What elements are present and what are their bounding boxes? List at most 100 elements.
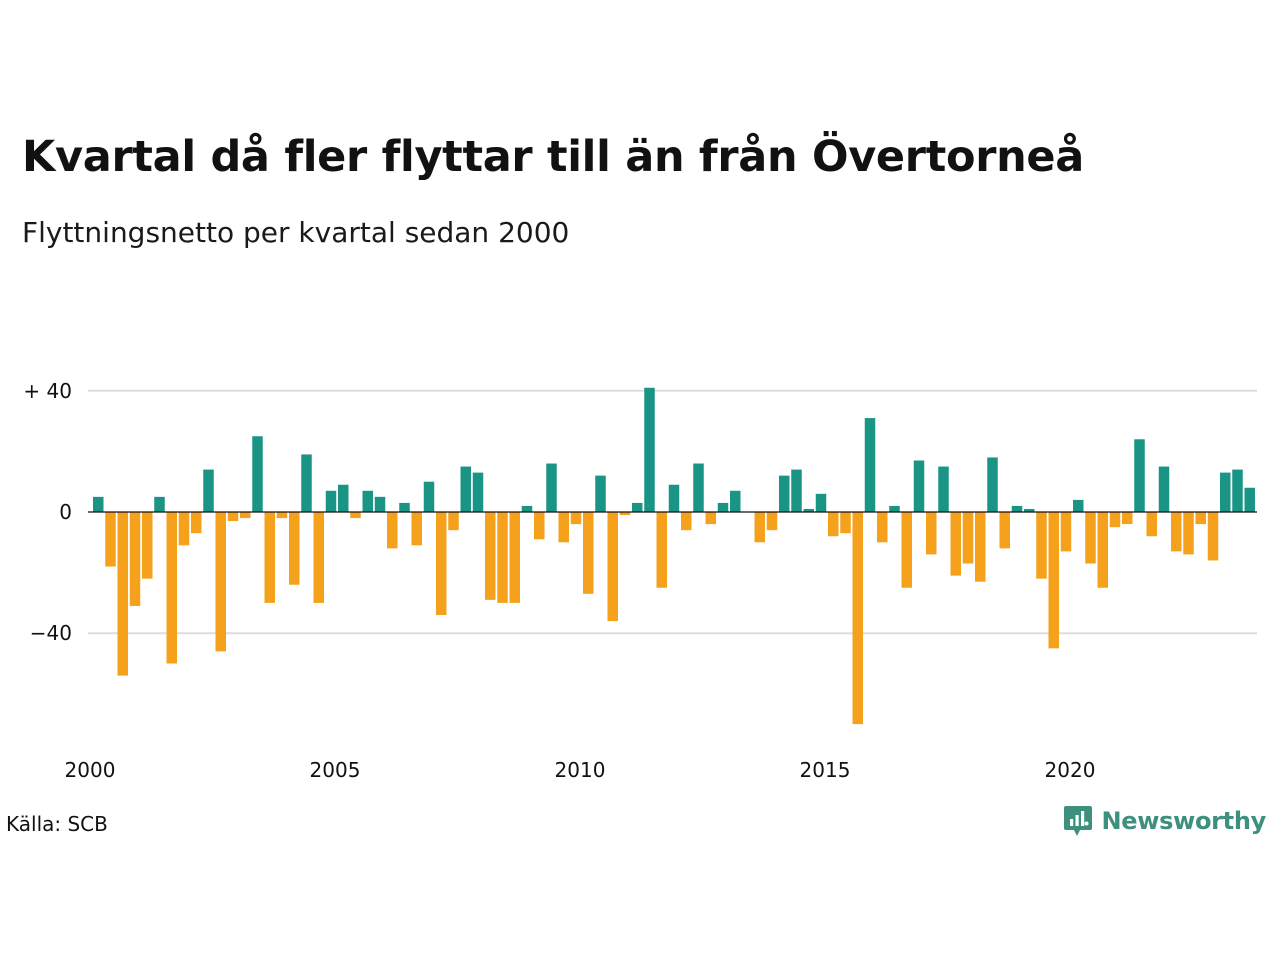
bar — [301, 454, 312, 512]
bar — [521, 505, 533, 512]
bar — [779, 475, 790, 512]
bar — [693, 463, 704, 512]
bar — [1232, 469, 1243, 512]
bar — [975, 512, 986, 582]
bar — [350, 512, 361, 519]
bar — [1244, 487, 1255, 512]
bar — [460, 466, 471, 512]
bar — [252, 436, 263, 512]
bar — [607, 512, 618, 622]
bar — [1073, 499, 1084, 512]
bar — [962, 512, 974, 564]
bar — [178, 512, 190, 546]
bar — [656, 512, 667, 588]
bar — [644, 387, 655, 512]
bar — [240, 512, 251, 519]
gridlines — [88, 389, 1257, 635]
bar — [1097, 512, 1108, 588]
bar — [1207, 512, 1219, 561]
bar — [129, 512, 141, 606]
bar — [864, 418, 876, 512]
bar — [105, 512, 116, 567]
bar — [436, 512, 447, 616]
bar — [374, 496, 386, 512]
bar — [1220, 472, 1231, 512]
bar — [803, 508, 814, 512]
y-tick-label: + 40 — [23, 379, 72, 403]
bar — [950, 512, 961, 576]
bar — [1060, 512, 1072, 552]
bar — [595, 475, 606, 512]
bar — [191, 512, 202, 534]
bar — [766, 512, 778, 531]
x-tick-label: 2020 — [1045, 758, 1096, 782]
x-tick-label: 2010 — [555, 758, 606, 782]
bar — [289, 512, 300, 585]
bar — [227, 512, 239, 522]
bar — [338, 484, 349, 512]
bar — [1085, 512, 1096, 564]
bar — [668, 484, 680, 512]
bar — [1036, 512, 1047, 579]
bar — [1024, 508, 1035, 512]
bar — [583, 512, 594, 594]
bar — [828, 512, 839, 537]
bar — [1146, 512, 1157, 537]
bar — [1183, 512, 1194, 555]
bar — [485, 512, 496, 600]
bar — [399, 502, 410, 512]
bar — [901, 512, 912, 588]
bar — [423, 481, 435, 512]
bar — [877, 512, 888, 543]
source-note: Källa: SCB — [6, 812, 108, 836]
y-tick-label: 0 — [59, 500, 72, 524]
bar — [681, 512, 692, 531]
bar — [791, 469, 802, 512]
bar — [276, 512, 288, 519]
bar — [1011, 505, 1023, 512]
bar — [754, 512, 765, 543]
bar — [142, 512, 153, 579]
bar — [546, 463, 557, 512]
bar — [215, 512, 226, 652]
bar — [203, 469, 214, 512]
bar — [926, 512, 937, 555]
bar — [117, 512, 128, 676]
bar — [509, 512, 520, 603]
bar — [1195, 512, 1206, 525]
bar — [1109, 512, 1121, 528]
bar — [889, 505, 900, 512]
bar — [497, 512, 508, 603]
bar — [411, 512, 422, 546]
y-tick-label: −40 — [30, 621, 72, 645]
brand-name: Newsworthy — [1101, 807, 1266, 835]
bar — [987, 457, 998, 512]
brand-logo: Newsworthy — [1063, 804, 1266, 838]
bar — [852, 512, 863, 725]
bar — [154, 496, 165, 512]
bar — [93, 496, 104, 512]
newsworthy-logo-icon — [1064, 806, 1093, 836]
bar — [815, 493, 827, 512]
bar — [1158, 466, 1170, 512]
bar — [313, 512, 324, 603]
bar — [534, 512, 545, 540]
bar — [472, 472, 484, 512]
bar — [325, 490, 337, 512]
x-tick-label: 2015 — [800, 758, 851, 782]
chart-subtitle: Flyttningsnetto per kvartal sedan 2000 — [22, 216, 570, 249]
bar — [166, 512, 177, 664]
bar — [1171, 512, 1182, 552]
bar — [448, 512, 459, 531]
chart-title: Kvartal då fler flyttar till än från Öve… — [22, 132, 1084, 182]
bar — [619, 512, 631, 516]
bar — [730, 490, 741, 512]
bar — [1048, 512, 1059, 649]
bar — [717, 502, 729, 512]
bar — [913, 460, 925, 512]
bars — [93, 387, 1255, 725]
axes: + 40 0 −40 2000 2005 2010 2015 2020 — [23, 379, 1257, 782]
bar — [558, 512, 569, 543]
x-tick-label: 2005 — [310, 758, 361, 782]
